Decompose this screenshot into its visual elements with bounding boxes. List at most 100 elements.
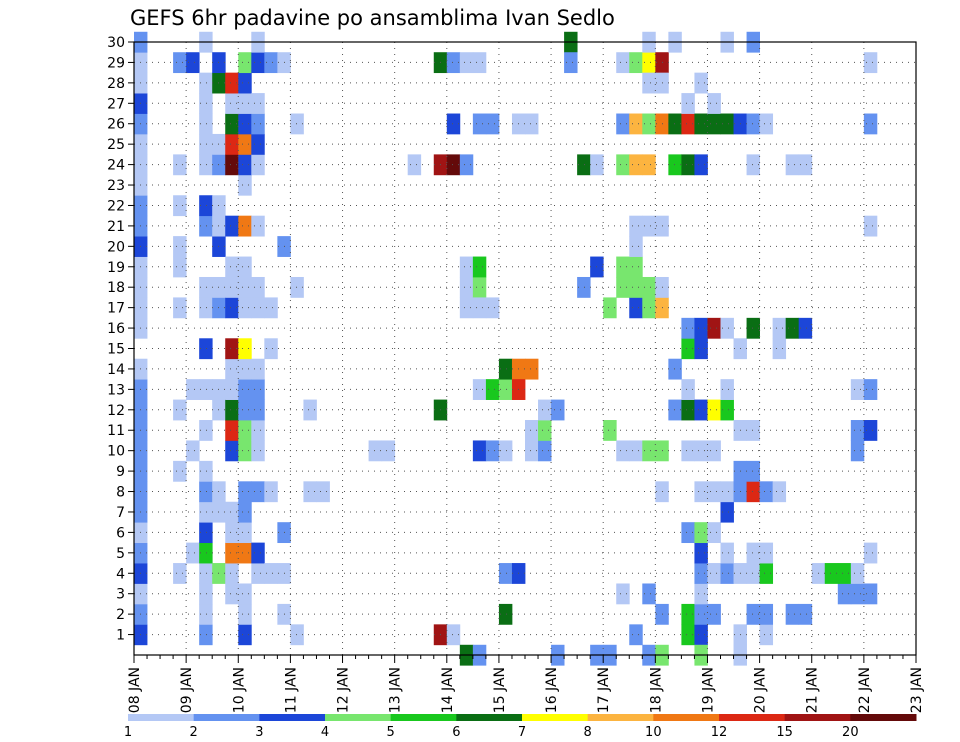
heatmap-cell — [772, 481, 787, 503]
heatmap-cell — [238, 133, 252, 155]
y-tick-label: 17 — [107, 301, 125, 317]
legend-swatch — [390, 714, 457, 721]
heatmap-cell — [759, 542, 774, 564]
y-axis: 1234567891011121314151617181920212223242… — [107, 35, 134, 644]
heatmap-cell — [238, 542, 252, 564]
heatmap-cell — [629, 297, 643, 319]
legend-label: 6 — [452, 725, 460, 740]
heatmap-cell — [238, 358, 252, 380]
heatmap-cell — [446, 624, 461, 646]
heatmap-cell — [459, 276, 474, 298]
legend-swatch — [784, 714, 851, 721]
heatmap-cell — [173, 399, 187, 421]
y-tick-label: 28 — [107, 76, 125, 92]
heatmap-cell — [525, 113, 539, 135]
heatmap-cell — [173, 460, 187, 482]
y-tick-label: 29 — [107, 55, 125, 71]
heatmap-cell — [472, 113, 487, 135]
heatmap-cell — [381, 440, 396, 462]
heatmap-cell — [759, 603, 774, 625]
heatmap-cell — [225, 379, 239, 400]
heatmap-cell — [225, 338, 239, 360]
heatmap-cell — [199, 501, 213, 523]
heatmap-cell — [629, 215, 643, 237]
heatmap-cell — [616, 113, 630, 135]
heatmap-cell — [720, 501, 734, 523]
heatmap-cell — [225, 358, 239, 380]
heatmap-cell — [746, 420, 760, 441]
heatmap-cell — [186, 379, 200, 400]
heatmap-cell — [251, 297, 265, 319]
heatmap-cell — [251, 358, 265, 380]
heatmap-cell — [707, 481, 721, 503]
heatmap-cell — [199, 215, 213, 237]
heatmap-cell — [759, 563, 774, 584]
heatmap-cell — [472, 379, 487, 400]
heatmap-cell — [850, 420, 865, 441]
heatmap-cell — [238, 379, 252, 400]
heatmap-cell — [199, 195, 213, 217]
heatmap-cell — [629, 624, 643, 646]
heatmap-cell — [173, 236, 187, 257]
heatmap-cell — [498, 440, 513, 462]
heatmap-cell — [863, 379, 878, 400]
heatmap-cell — [251, 52, 265, 74]
x-tick-label: 15 JAN — [492, 667, 508, 713]
heatmap-cell — [238, 215, 252, 237]
legend-swatch — [850, 714, 917, 721]
heatmap-cell — [707, 522, 721, 544]
heatmap-cell — [772, 338, 787, 360]
heatmap-cell — [798, 154, 813, 176]
heatmap-cell — [850, 583, 865, 605]
heatmap-cell — [290, 113, 304, 135]
heatmap-cell — [316, 481, 330, 503]
heatmap-cell — [238, 624, 252, 646]
heatmap-cell — [225, 501, 239, 523]
heatmap-cell — [251, 379, 265, 400]
heatmap-cell — [251, 542, 265, 564]
heatmap-cell — [837, 583, 852, 605]
y-tick-label: 13 — [107, 382, 125, 398]
heatmap-cell — [173, 52, 187, 74]
heatmap-cell — [199, 338, 213, 360]
heatmap-cell — [746, 542, 760, 564]
legend-swatch — [128, 714, 195, 721]
legend-label: 15 — [776, 725, 793, 740]
heatmap-cell — [498, 358, 513, 380]
heatmap-cell — [238, 93, 252, 114]
heatmap-cell — [720, 563, 734, 584]
heatmap-cell — [251, 215, 265, 237]
heatmap-cell — [681, 399, 695, 421]
x-axis: 08 JAN 09 JAN 10 JAN 11 JAN 12 JAN 13 JAN 14 J… — [127, 655, 925, 713]
heatmap-cell — [863, 583, 878, 605]
y-tick-label: 12 — [107, 403, 125, 419]
heatmap-cell — [498, 563, 513, 584]
heatmap-cell — [564, 52, 578, 74]
heatmap-cell — [173, 154, 187, 176]
heatmap-cell — [629, 256, 643, 278]
y-tick-label: 8 — [116, 485, 125, 501]
heatmap-cell — [642, 72, 656, 94]
x-tick-label: 17 JAN — [596, 667, 612, 713]
x-tick-label: 19 JAN — [700, 667, 716, 713]
heatmap-cell — [772, 317, 787, 339]
legend-swatch — [193, 714, 260, 721]
heatmap-cell — [173, 563, 187, 584]
legend-swatch — [259, 714, 326, 721]
heatmap-cell — [238, 297, 252, 319]
legend-label: 10 — [645, 725, 662, 740]
heatmap-cell — [850, 563, 865, 584]
heatmap-cell — [863, 542, 878, 564]
heatmap-cell — [681, 93, 695, 114]
heatmap-cell — [225, 297, 239, 319]
heatmap-cell — [199, 420, 213, 441]
heatmap-cell — [485, 440, 500, 462]
y-tick-label: 1 — [116, 628, 125, 644]
heatmap-cell — [538, 399, 552, 421]
heatmap-cell — [238, 256, 252, 278]
heatmap-cell — [668, 358, 682, 380]
heatmap-cell — [238, 522, 252, 544]
heatmap-cell — [459, 52, 474, 74]
heatmap-cell — [694, 338, 708, 360]
heatmap-cell — [186, 52, 200, 74]
